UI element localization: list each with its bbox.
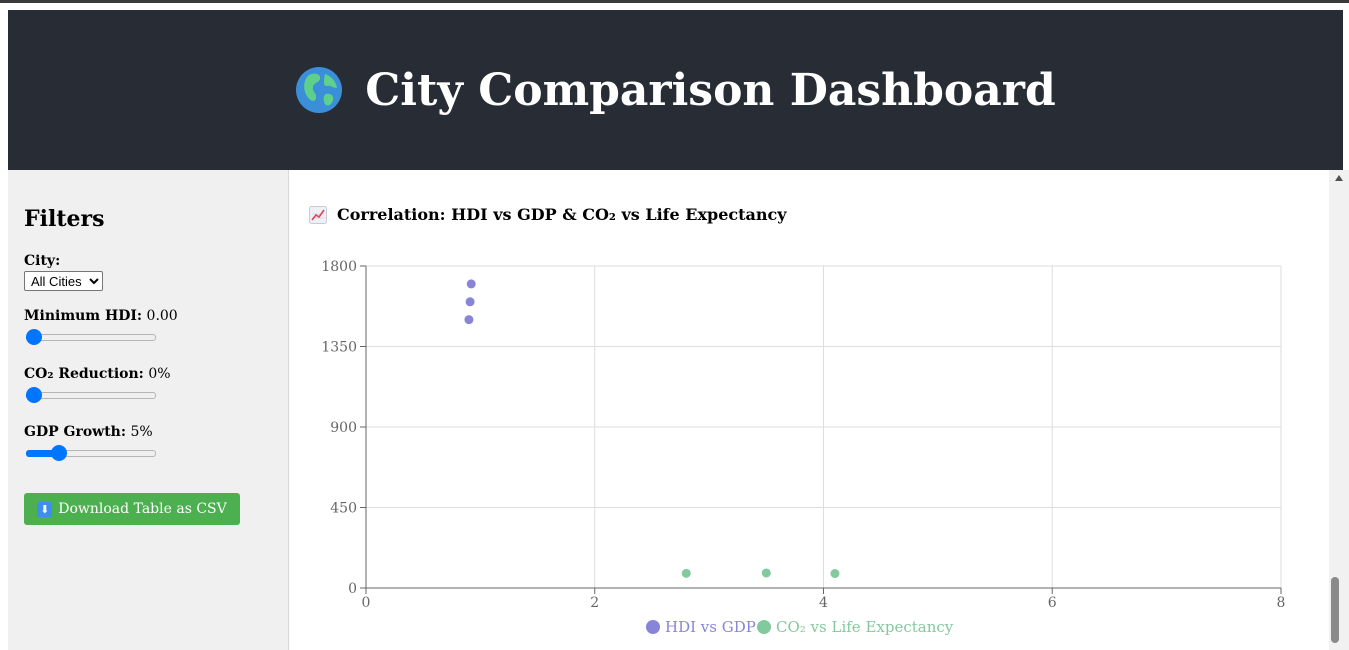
scatter-point-series-2 — [681, 568, 691, 578]
scrollbar-thumb[interactable] — [1331, 577, 1339, 643]
co2-reduction-label: CO₂ Reduction: — [24, 366, 144, 382]
window-top-border — [0, 0, 1349, 3]
city-select[interactable]: All Cities — [24, 271, 103, 291]
legend-label-series-2: CO₂ vs Life Expectancy — [776, 618, 954, 636]
download-csv-button[interactable]: ⬇ Download Table as CSV — [24, 493, 240, 525]
y-tick-label: 900 — [330, 420, 357, 436]
slider-thumb[interactable] — [26, 329, 42, 345]
co2-reduction-slider[interactable] — [26, 386, 156, 403]
gdp-growth-slider[interactable] — [26, 444, 156, 461]
globe-icon — [296, 67, 343, 113]
scatter-point-series-2 — [830, 569, 840, 579]
min-hdi-field: Minimum HDI: 0.00 — [24, 308, 178, 324]
slider-thumb[interactable] — [26, 387, 42, 403]
x-tick-label: 8 — [1277, 595, 1286, 611]
dashboard-header: City Comparison Dashboard — [8, 10, 1343, 170]
min-hdi-slider[interactable] — [26, 328, 156, 345]
scatter-point-series-2 — [761, 568, 771, 578]
city-label: City: — [24, 253, 61, 269]
min-hdi-label: Minimum HDI: — [24, 308, 143, 324]
scatter-chart: 0 2 4 6 8 0 450 900 1350 1800 HDI vs GDP CO₂ vs Lif… — [321, 259, 1286, 636]
download-icon: ⬇ — [37, 501, 53, 517]
legend-marker-series-2 — [757, 620, 771, 634]
y-tick-label: 1800 — [321, 259, 357, 275]
filters-heading: Filters — [24, 206, 105, 232]
chart-title-text: Correlation: HDI vs GDP & CO₂ vs Life Ex… — [337, 205, 787, 224]
scroll-up-arrow-icon[interactable] — [1335, 175, 1343, 181]
slider-track — [26, 392, 156, 399]
y-tick-label: 1350 — [321, 340, 357, 356]
min-hdi-value: 0.00 — [146, 308, 178, 324]
scatter-point-series-1 — [466, 279, 476, 289]
chart-title: Correlation: HDI vs GDP & CO₂ vs Life Ex… — [309, 205, 787, 224]
slider-fill — [26, 450, 60, 457]
city-filter-label: City: — [24, 253, 60, 269]
co2-reduction-value: 0% — [148, 366, 171, 382]
chart-panel: Correlation: HDI vs GDP & CO₂ vs Life Ex… — [290, 170, 1329, 650]
gdp-growth-field: GDP Growth: 5% — [24, 424, 153, 440]
x-tick-label: 0 — [362, 595, 371, 611]
y-tick-label: 0 — [348, 581, 357, 597]
x-tick-label: 2 — [590, 595, 599, 611]
scatter-point-series-1 — [465, 297, 475, 307]
slider-track — [26, 334, 156, 341]
vertical-scrollbar[interactable] — [1329, 170, 1349, 650]
gdp-growth-label: GDP Growth: — [24, 424, 127, 440]
legend-marker-series-1 — [646, 620, 660, 634]
filters-sidebar: Filters City: All Cities Minimum HDI: 0.… — [8, 170, 289, 650]
page-title: City Comparison Dashboard — [295, 64, 1056, 116]
legend-label-series-1: HDI vs GDP — [665, 618, 756, 636]
co2-reduction-field: CO₂ Reduction: 0% — [24, 366, 171, 382]
page-title-text: City Comparison Dashboard — [365, 64, 1056, 116]
gdp-growth-value: 5% — [130, 424, 153, 440]
scatter-point-series-1 — [464, 315, 474, 325]
slider-thumb[interactable] — [51, 445, 68, 461]
download-csv-label: Download Table as CSV — [58, 501, 227, 517]
y-tick-label: 450 — [330, 501, 357, 517]
x-tick-label: 6 — [1048, 595, 1057, 611]
chart-increasing-icon — [309, 205, 327, 224]
x-tick-label: 4 — [819, 595, 828, 611]
